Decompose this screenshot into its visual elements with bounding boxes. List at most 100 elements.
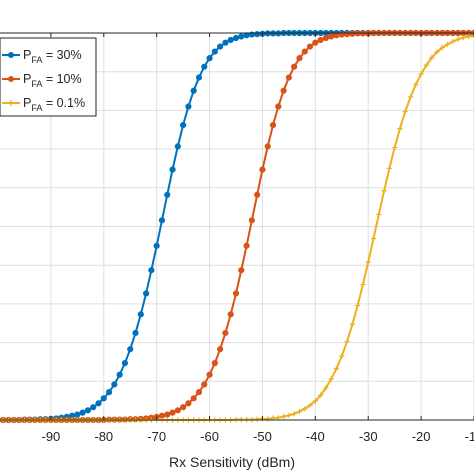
- data-point: [211, 360, 218, 367]
- x-tick-labels: -90 -80 -70 -60 -50 -40 -30 -20 -10: [41, 429, 474, 444]
- data-point: [127, 346, 134, 353]
- data-point: [286, 412, 292, 418]
- data-point: [164, 411, 171, 418]
- data-point: [95, 400, 102, 407]
- data-point: [211, 48, 218, 55]
- data-point: [323, 385, 329, 391]
- data-point: [275, 415, 281, 421]
- data-point: [79, 409, 86, 416]
- data-point: [116, 371, 123, 378]
- x-tick-label: -30: [359, 429, 378, 444]
- data-point: [243, 242, 250, 249]
- data-point: [466, 33, 472, 40]
- data-point: [269, 122, 277, 129]
- data-point: [312, 398, 318, 404]
- data-point: [423, 62, 429, 68]
- legend-label: PFA = 10%: [23, 72, 82, 89]
- legend-item: PFA = 10%: [2, 72, 82, 89]
- data-point: [285, 74, 292, 81]
- data-point: [222, 329, 229, 337]
- data-point: [264, 143, 271, 150]
- data-point: [339, 353, 345, 359]
- data-point: [418, 71, 424, 77]
- data-point: [254, 416, 260, 422]
- x-tick-label: -60: [200, 429, 219, 444]
- data-point: [201, 381, 208, 388]
- legend-item: PFA = 0.1%: [2, 96, 85, 113]
- data-point: [217, 346, 224, 353]
- legend-swatch-marker: [8, 76, 14, 82]
- data-point: [243, 32, 250, 39]
- data-point: [471, 33, 474, 39]
- x-tick-label: -80: [94, 429, 113, 444]
- data-point: [344, 338, 350, 345]
- data-point: [302, 406, 308, 412]
- data-point: [281, 413, 287, 420]
- data-point: [328, 376, 334, 382]
- data-point: [455, 36, 461, 42]
- data-point: [291, 411, 297, 417]
- data-point: [232, 34, 240, 42]
- x-tick-label: -20: [412, 429, 431, 444]
- data-point: [238, 33, 245, 40]
- data-point: [121, 360, 129, 367]
- data-point: [434, 49, 440, 55]
- data-point: [217, 43, 224, 50]
- data-point: [201, 63, 208, 70]
- data-point: [349, 30, 356, 37]
- data-point: [100, 395, 107, 402]
- data-point: [413, 81, 419, 88]
- data-point: [301, 48, 308, 55]
- data-point: [296, 408, 303, 415]
- data-point: [322, 34, 330, 42]
- x-tick-label: -70: [147, 429, 166, 444]
- data-point: [306, 43, 314, 50]
- legend: PFA = 30% PFA = 10% PFA = 0.1%: [0, 37, 97, 117]
- data-point: [450, 38, 456, 45]
- data-point: [105, 389, 113, 396]
- data-point: [206, 55, 213, 62]
- data-point: [355, 302, 361, 309]
- data-point: [248, 217, 255, 224]
- data-point: [460, 35, 467, 41]
- x-axis-label: Rx Sensitivity (dBm): [169, 454, 295, 470]
- data-point: [407, 94, 414, 100]
- data-point: [132, 329, 139, 337]
- data-point: [206, 371, 213, 378]
- data-point: [317, 36, 324, 44]
- data-point: [333, 32, 340, 39]
- data-point: [111, 381, 118, 388]
- data-point: [185, 400, 192, 407]
- x-tick-label: -10: [465, 429, 474, 444]
- data-point: [275, 103, 282, 110]
- data-point: [381, 188, 387, 194]
- data-point: [259, 166, 266, 173]
- data-point: [174, 143, 181, 150]
- x-tick-label: -40: [306, 429, 325, 444]
- data-point: [190, 87, 197, 94]
- data-point: [190, 395, 197, 402]
- legend-item: PFA = 30%: [2, 48, 82, 65]
- data-point: [296, 55, 303, 62]
- data-point: [137, 311, 144, 318]
- data-point: [158, 217, 166, 224]
- data-point: [74, 411, 81, 418]
- data-point: [84, 407, 92, 414]
- data-point: [222, 39, 229, 46]
- data-point: [169, 409, 176, 416]
- axes: [0, 32, 474, 421]
- legend-swatch-marker: [8, 52, 14, 58]
- data-point: [444, 41, 451, 47]
- data-point: [333, 365, 340, 372]
- data-point: [232, 290, 240, 297]
- data-point: [254, 191, 261, 198]
- legend-label: PFA = 30%: [23, 48, 82, 65]
- data-point: [318, 392, 324, 398]
- data-point: [307, 402, 313, 408]
- data-point: [291, 63, 298, 70]
- data-point: [195, 389, 203, 396]
- data-point: [238, 267, 245, 274]
- data-point: [174, 407, 181, 414]
- data-point: [227, 311, 234, 318]
